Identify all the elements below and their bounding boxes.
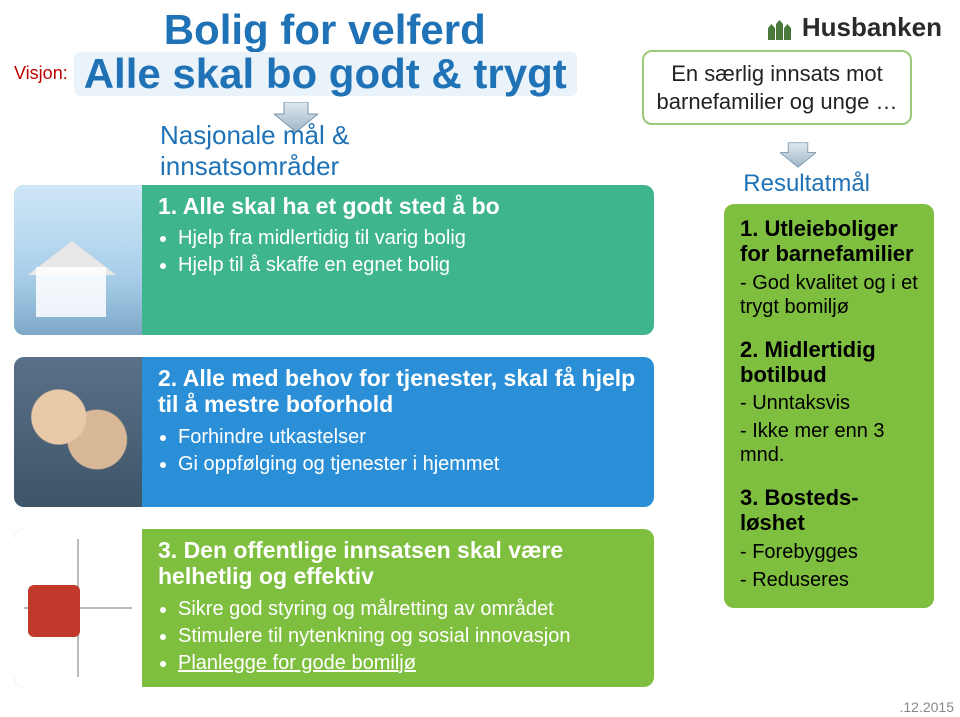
goals-column: 1. Alle skal ha et godt sted å bo Hjelp … <box>14 185 654 687</box>
title-stack: Bolig for velferd Alle skal bo godt & tr… <box>74 8 577 96</box>
card-thumbnail <box>14 529 142 687</box>
card-body: 2. Alle med behov for tjenester, skal få… <box>142 357 654 507</box>
card-title: 3. Den offentlige innsatsen skal være he… <box>158 537 638 590</box>
callout-line1: En særlig innsats mot <box>656 60 898 88</box>
results-heading: Resultatmål <box>743 170 870 198</box>
card-title: 2. Alle med behov for tjenester, skal få… <box>158 365 638 418</box>
bullet: Gi oppfølging og tjenester i hjemmet <box>178 451 638 478</box>
title-line2: Alle skal bo godt & trygt <box>74 52 577 96</box>
goal-card-3: 3. Den offentlige innsatsen skal være he… <box>14 529 654 687</box>
bullet: Hjelp fra midlertidig til varig bolig <box>178 225 638 252</box>
subheading-line1: Nasjonale mål & <box>160 120 349 151</box>
focus-callout: En særlig innsats mot barnefamilier og u… <box>642 50 912 125</box>
result-sub: - Reduseres <box>740 568 918 592</box>
result-title: 1. Utleieboliger for barnefamilier <box>740 216 918 267</box>
bullet: Hjelp til å skaffe en egnet bolig <box>178 252 638 279</box>
footer-date: .12.2015 <box>900 699 955 715</box>
vision-block: Visjon: Bolig for velferd Alle skal bo g… <box>14 8 577 96</box>
card-bullets: Hjelp fra midlertidig til varig bolig Hj… <box>158 225 638 279</box>
vision-label: Visjon: <box>14 63 68 96</box>
card-bullets: Forhindre utkastelser Gi oppfølging og t… <box>158 424 638 478</box>
card-title: 1. Alle skal ha et godt sted å bo <box>158 193 638 219</box>
bullet: Planlegge for gode bomiljø <box>178 650 638 677</box>
card-body: 3. Den offentlige innsatsen skal være he… <box>142 529 654 687</box>
subheading: Nasjonale mål & innsatsområder <box>160 120 349 182</box>
result-title: 3. Bosteds-løshet <box>740 485 918 536</box>
subheading-line2: innsatsområder <box>160 151 349 182</box>
goal-card-2: 2. Alle med behov for tjenester, skal få… <box>14 357 654 507</box>
bullet: Stimulere til nytenkning og sosial innov… <box>178 623 638 650</box>
logo-mark-icon <box>762 14 794 42</box>
bullet: Forhindre utkastelser <box>178 424 638 451</box>
result-sub: - Forebygges <box>740 540 918 564</box>
result-sub: - Unntaksvis <box>740 391 918 415</box>
goal-card-1: 1. Alle skal ha et godt sted å bo Hjelp … <box>14 185 654 335</box>
title-line1: Bolig for velferd <box>74 8 577 52</box>
card-thumbnail <box>14 185 142 335</box>
logo-text: Husbanken <box>802 12 942 43</box>
bullet: Sikre god styring og målretting av områd… <box>178 596 638 623</box>
arrow-down-icon <box>780 142 816 168</box>
result-sub: - Ikke mer enn 3 mnd. <box>740 419 918 467</box>
husbanken-logo: Husbanken <box>762 8 942 43</box>
result-sub: - God kvalitet og i et trygt bomiljø <box>740 271 918 319</box>
card-bullets: Sikre god styring og målretting av områd… <box>158 596 638 677</box>
card-thumbnail <box>14 357 142 507</box>
callout-line2: barnefamilier og unge … <box>656 88 898 116</box>
card-body: 1. Alle skal ha et godt sted å bo Hjelp … <box>142 185 654 335</box>
results-panel: 1. Utleieboliger for barnefamilier - God… <box>724 204 934 608</box>
result-title: 2. Midlertidig botilbud <box>740 337 918 388</box>
